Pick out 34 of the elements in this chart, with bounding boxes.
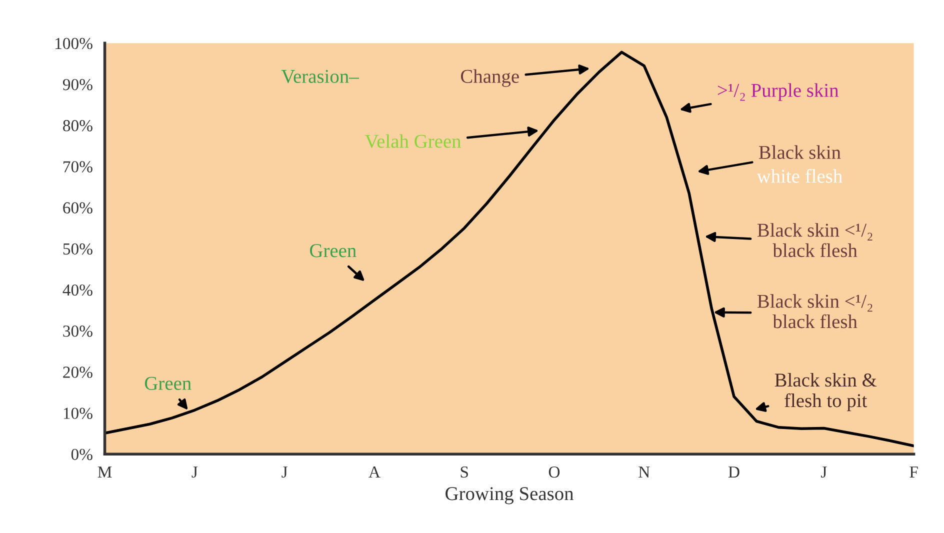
x-tick-label: J <box>192 466 198 478</box>
x-tick-label: J <box>282 466 288 478</box>
x-tick-label: M <box>98 466 112 478</box>
annotation: Black skin <¹/₂ black flesh <box>757 223 872 258</box>
y-tick-label: 10% <box>64 408 92 420</box>
x-tick-label: N <box>638 466 650 478</box>
x-tick-label: F <box>910 466 918 478</box>
line-series <box>104 50 914 448</box>
y-tick-label: 50% <box>63 243 92 255</box>
annotation: >¹/₂ Purple skin <box>718 83 839 101</box>
y-tick-label: 60% <box>63 202 92 214</box>
annotation: Verasion– <box>281 70 359 84</box>
annotation: Green <box>310 244 356 258</box>
y-tick-label: 20% <box>63 366 92 378</box>
annotation: Black skin <box>758 145 841 159</box>
y-tick-label: 100% <box>56 38 92 50</box>
x-tick-label: A <box>368 466 380 478</box>
y-tick-label: 40% <box>62 284 92 296</box>
annotation: Black skin <¹/₂ black flesh <box>757 294 872 328</box>
annotation: Green <box>144 376 192 390</box>
y-tick-label: 30% <box>63 326 92 337</box>
x-tick-label: J <box>821 466 827 478</box>
annotation: Velah Green <box>364 134 462 148</box>
y-tick-label: 70% <box>64 161 92 172</box>
y-tick-label: 80% <box>63 120 92 132</box>
y-tick-label: 0% <box>71 448 92 460</box>
x-axis-title: Growing Season <box>446 487 574 504</box>
y-tick-label: 90% <box>62 78 92 90</box>
annotation: Change <box>460 69 519 87</box>
x-tick-label: S <box>460 466 468 478</box>
x-tick-label: O <box>548 466 560 478</box>
x-tick-label: D <box>728 466 740 478</box>
annotation: white flesh <box>756 168 842 183</box>
annotation: Black skin & flesh to pit <box>774 372 877 412</box>
